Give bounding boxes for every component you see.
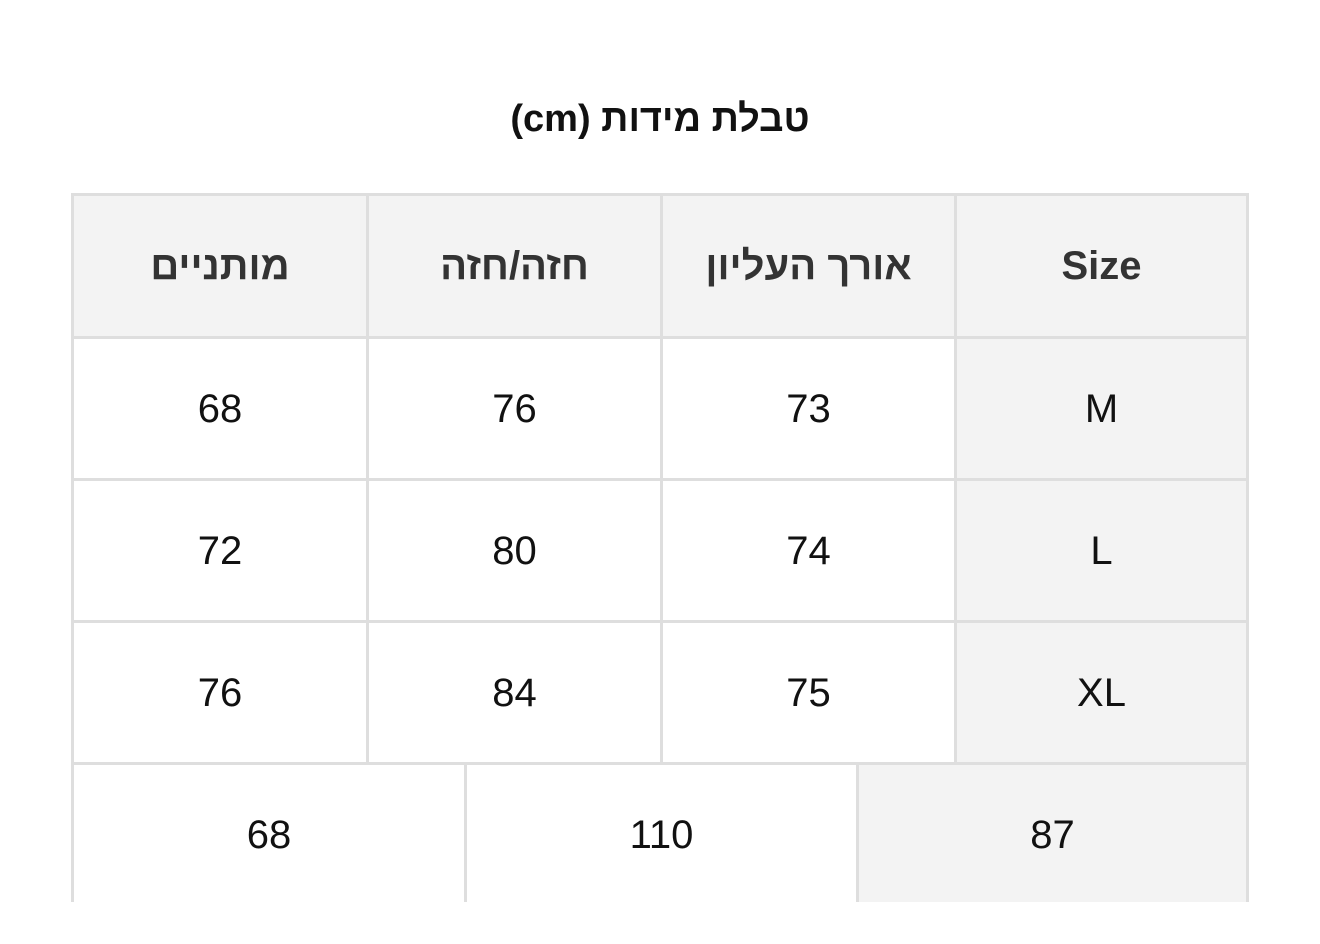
size-label-cell: M: [954, 336, 1249, 482]
table-cell: 76: [71, 620, 369, 766]
table-cell: 110: [464, 762, 859, 908]
table-header-cell: מותניים: [71, 193, 369, 339]
table-cell: 73: [660, 336, 957, 482]
table-header-cell: Size: [954, 193, 1249, 339]
table-cell: 68: [71, 762, 467, 908]
table-cell: 75: [660, 620, 957, 766]
table-header-cell: אורך העליון: [660, 193, 957, 339]
table-cell: 76: [366, 336, 663, 482]
table-cell: 74: [660, 478, 957, 624]
table-cell: 80: [366, 478, 663, 624]
table-cell: 84: [366, 620, 663, 766]
table-cell: 72: [71, 478, 369, 624]
viewport-cutoff: [0, 902, 1320, 944]
size-label-cell: L: [954, 478, 1249, 624]
table-cell: 68: [71, 336, 369, 482]
table-cell: 87: [856, 762, 1249, 908]
size-label-cell: XL: [954, 620, 1249, 766]
table-header-cell: חזה/חזה: [366, 193, 663, 339]
page-title: טבלת מידות (cm): [510, 98, 810, 140]
